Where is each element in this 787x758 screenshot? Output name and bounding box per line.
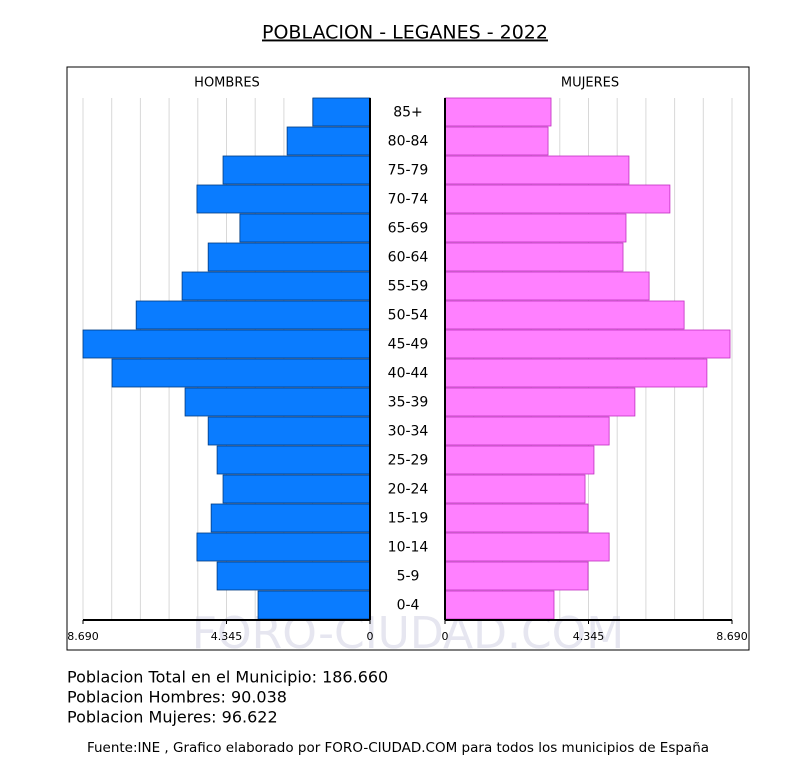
bar — [196, 532, 371, 562]
bar — [216, 445, 371, 475]
category-label: 85+ — [393, 105, 423, 121]
bar — [207, 242, 371, 272]
category-label: 35-39 — [388, 395, 429, 411]
bar — [286, 126, 371, 156]
x-tick-label: 4.345 — [573, 630, 605, 643]
x-tick-label: 4.345 — [211, 630, 243, 643]
bar — [444, 474, 586, 504]
bar — [444, 242, 624, 272]
category-label: 50-54 — [388, 308, 429, 324]
bar — [210, 503, 371, 533]
category-label: 40-44 — [388, 366, 429, 382]
category-label: 10-14 — [388, 540, 429, 556]
bar — [444, 358, 708, 388]
category-label: 0-4 — [397, 598, 420, 614]
bar — [444, 184, 671, 214]
bar — [444, 445, 595, 475]
bar — [444, 387, 636, 417]
bar — [444, 155, 630, 185]
category-label: 60-64 — [388, 250, 429, 266]
category-label: 45-49 — [388, 337, 429, 353]
legend-label: MUJERES — [561, 76, 619, 91]
category-label: 70-74 — [388, 192, 429, 208]
category-label: 30-34 — [388, 424, 429, 440]
bar — [444, 300, 685, 330]
category-label: 80-84 — [388, 134, 429, 150]
bar — [257, 590, 371, 620]
bar — [444, 416, 610, 446]
bar — [444, 97, 552, 127]
bar — [444, 532, 610, 562]
bar — [444, 213, 627, 243]
chart-title: POBLACION - LEGANES - 2022 — [262, 22, 548, 44]
bar — [222, 155, 371, 185]
bar — [135, 300, 371, 330]
x-tick-label: 8.690 — [716, 630, 748, 643]
bar — [312, 97, 371, 127]
summary-line: Poblacion Hombres: 90.038 — [67, 688, 287, 707]
bar — [444, 503, 589, 533]
bar — [184, 387, 371, 417]
category-label: 20-24 — [388, 482, 429, 498]
x-tick-label: 0 — [367, 630, 374, 643]
category-label: 65-69 — [388, 221, 429, 237]
bar — [82, 329, 371, 359]
legend-label: HOMBRES — [194, 76, 260, 91]
bar — [196, 184, 371, 214]
category-label: 15-19 — [388, 511, 429, 527]
bar — [444, 590, 555, 620]
category-label: 55-59 — [388, 279, 429, 295]
plot-frame — [66, 66, 750, 651]
x-tick-label: 8.690 — [67, 630, 99, 643]
bar — [207, 416, 371, 446]
x-tick-label: 0 — [442, 630, 449, 643]
bar — [181, 271, 371, 301]
summary-line: Poblacion Mujeres: 96.622 — [67, 708, 278, 727]
bar — [444, 329, 731, 359]
bar — [239, 213, 371, 243]
bar — [222, 474, 371, 504]
bar — [444, 126, 549, 156]
bar — [111, 358, 371, 388]
category-label: 25-29 — [388, 453, 429, 469]
category-label: 75-79 — [388, 163, 429, 179]
bar — [216, 561, 371, 591]
source: Fuente:INE , Grafico elaborado por FORO-… — [87, 740, 709, 756]
bar — [444, 271, 650, 301]
bar — [444, 561, 589, 591]
category-label: 5-9 — [397, 569, 420, 585]
summary-line: Poblacion Total en el Municipio: 186.660 — [67, 668, 388, 687]
